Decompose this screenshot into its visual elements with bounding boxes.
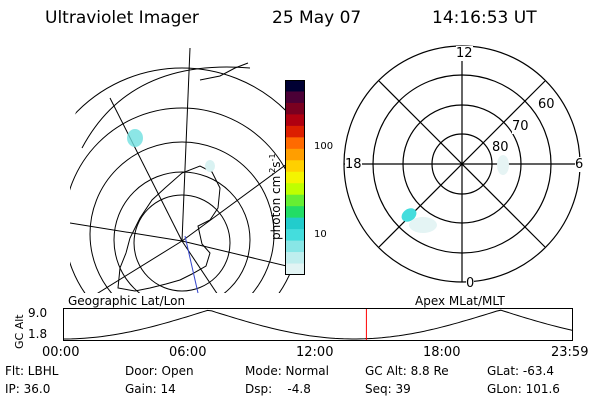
xtick-0000: 00:00: [42, 345, 80, 360]
meridian: [181, 240, 295, 269]
timeline-ylabel: GC Alt: [13, 314, 26, 349]
blue-track-line: [184, 235, 199, 294]
aurora-spot: [205, 160, 215, 172]
aurora-spot: [127, 129, 143, 147]
meridian: [89, 240, 183, 293]
colorbar-swatch: [285, 206, 305, 219]
date-label: 25 May 07: [272, 8, 362, 28]
time-label: 14:16:53 UT: [432, 8, 537, 28]
colorbar-scale: [285, 80, 305, 275]
colorbar-unit-label: photon cm-2s-1: [268, 153, 283, 240]
meridian: [181, 48, 191, 242]
seq-info: Seq: 39: [365, 382, 411, 396]
timeline-ytop: 9.0: [28, 306, 48, 320]
filter-info: Flt: LBHL: [5, 364, 59, 378]
mlt-label-0: 0: [466, 276, 475, 291]
aurora-spot: [401, 208, 417, 222]
dsp-info: Dsp: -4.8: [245, 382, 311, 396]
meridian: [70, 222, 183, 242]
xtick-1800: 18:00: [423, 345, 461, 360]
aurora-haze: [409, 217, 437, 233]
lat-circle: [70, 67, 295, 293]
colorbar-swatch: [285, 217, 305, 230]
colorbar-swatch: [285, 160, 305, 173]
colorbar-tick-100: 100: [314, 141, 334, 152]
lat-label-60: 60: [538, 97, 555, 112]
mode-info: Mode: Normal: [245, 364, 329, 378]
mlt-label-6: 6: [575, 157, 584, 172]
colorbar-swatch: [285, 252, 305, 265]
colorbar-swatch: [285, 102, 305, 115]
horizon-arc: [81, 66, 251, 149]
colorbar-swatch: [285, 91, 305, 104]
timeline-plot: [63, 308, 574, 341]
lat-label-70: 70: [512, 119, 529, 134]
door-info: Door: Open: [125, 364, 194, 378]
lat-circle: [89, 141, 275, 293]
altitude-curve: [63, 309, 574, 340]
xtick-2359: 23:59: [551, 345, 589, 360]
glat-info: GLat: -63.4: [487, 364, 554, 378]
meridian: [109, 97, 183, 242]
timeline-ybot: 1.8: [28, 327, 48, 341]
colorbar-swatch: [285, 125, 305, 138]
colorbar-swatch: [285, 137, 305, 150]
colorbar-swatch: [285, 148, 305, 161]
geographic-label: Geographic Lat/Lon: [68, 294, 186, 308]
colorbar-swatch: [285, 229, 305, 242]
gain-info: Gain: 14: [125, 382, 176, 396]
mlt-label-12: 12: [456, 46, 473, 61]
ip-info: IP: 36.0: [5, 382, 51, 396]
colorbar-swatch: [285, 171, 305, 184]
aurora-haze: [497, 155, 509, 175]
gc-alt-info: GC Alt: 8.8 Re: [365, 364, 449, 378]
colorbar-tick-10: 10: [314, 229, 327, 240]
lat-circle: [70, 107, 295, 293]
colorbar-swatch: [285, 194, 305, 207]
colorbar: [285, 80, 305, 275]
lat-label-80: 80: [492, 140, 509, 155]
instrument-title: Ultraviolet Imager: [45, 8, 199, 28]
lat-circle: [133, 194, 231, 292]
colorbar-swatch: [285, 183, 305, 196]
meridian: [181, 157, 295, 242]
xtick-0600: 06:00: [169, 345, 207, 360]
glon-info: GLon: 101.6: [487, 382, 560, 396]
geographic-map: [70, 48, 295, 294]
lat-circle: [113, 171, 251, 293]
colorbar-swatch: [285, 240, 305, 253]
coastline: [117, 165, 221, 292]
colorbar-frame: [285, 80, 305, 275]
mlt-label-18: 18: [345, 157, 362, 172]
apex-label: Apex MLat/MLT: [415, 294, 505, 308]
coastline: [199, 62, 249, 81]
apex-polar-plot: [343, 45, 581, 283]
xtick-1200: 12:00: [296, 345, 334, 360]
colorbar-swatch: [285, 80, 305, 92]
colorbar-swatch: [285, 263, 305, 275]
timeline-frame: [63, 308, 573, 341]
colorbar-swatch: [285, 114, 305, 127]
